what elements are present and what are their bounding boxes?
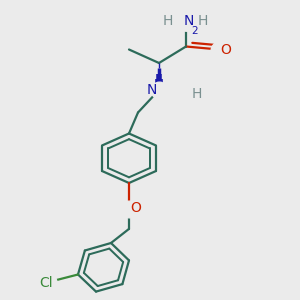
Text: H: H — [162, 14, 172, 28]
Text: H: H — [197, 14, 208, 28]
Text: N: N — [183, 14, 194, 28]
Text: Cl: Cl — [40, 276, 53, 289]
Text: H: H — [192, 87, 202, 100]
Text: 2: 2 — [191, 26, 198, 36]
Text: N: N — [147, 83, 158, 97]
Text: O: O — [130, 202, 141, 215]
Text: O: O — [220, 43, 231, 56]
